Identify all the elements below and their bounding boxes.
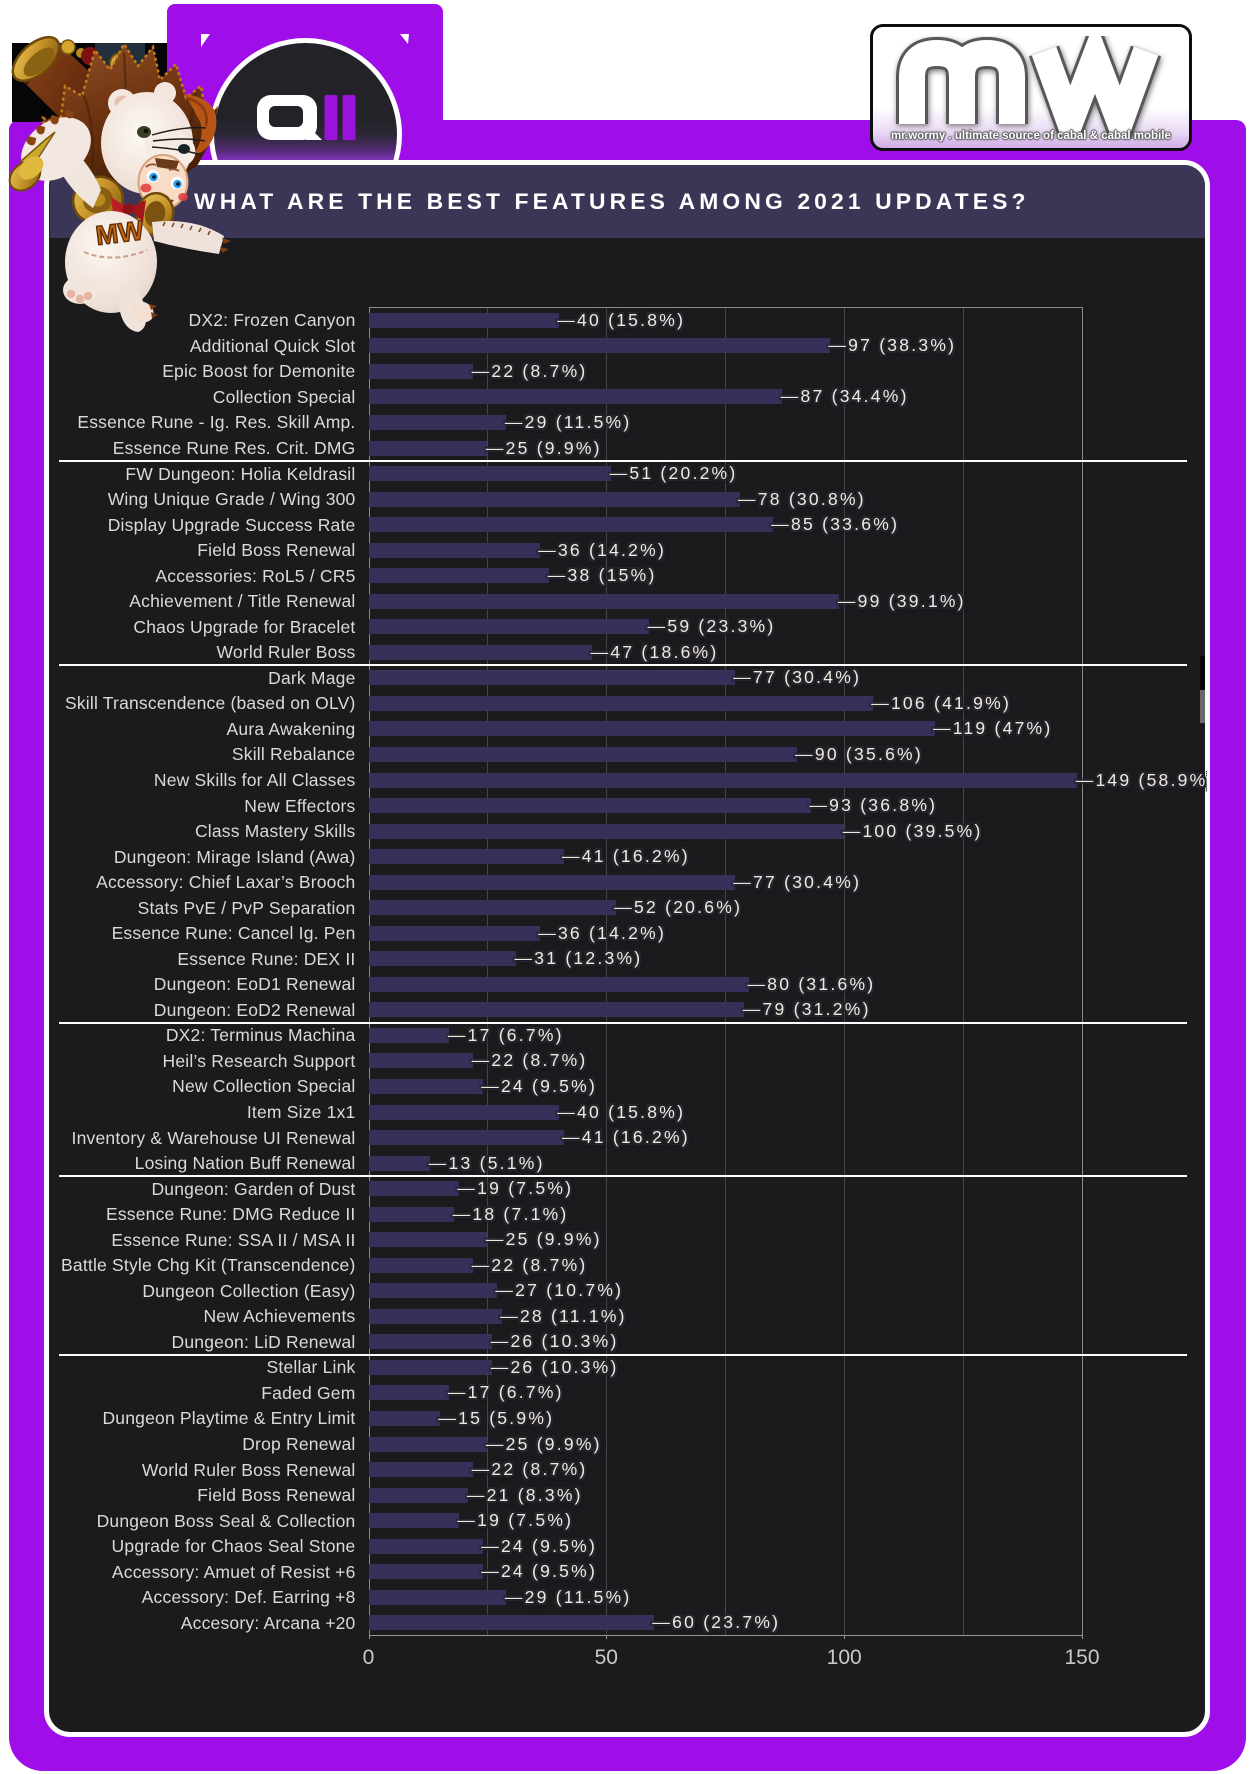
svg-text:MW: MW (94, 215, 146, 251)
